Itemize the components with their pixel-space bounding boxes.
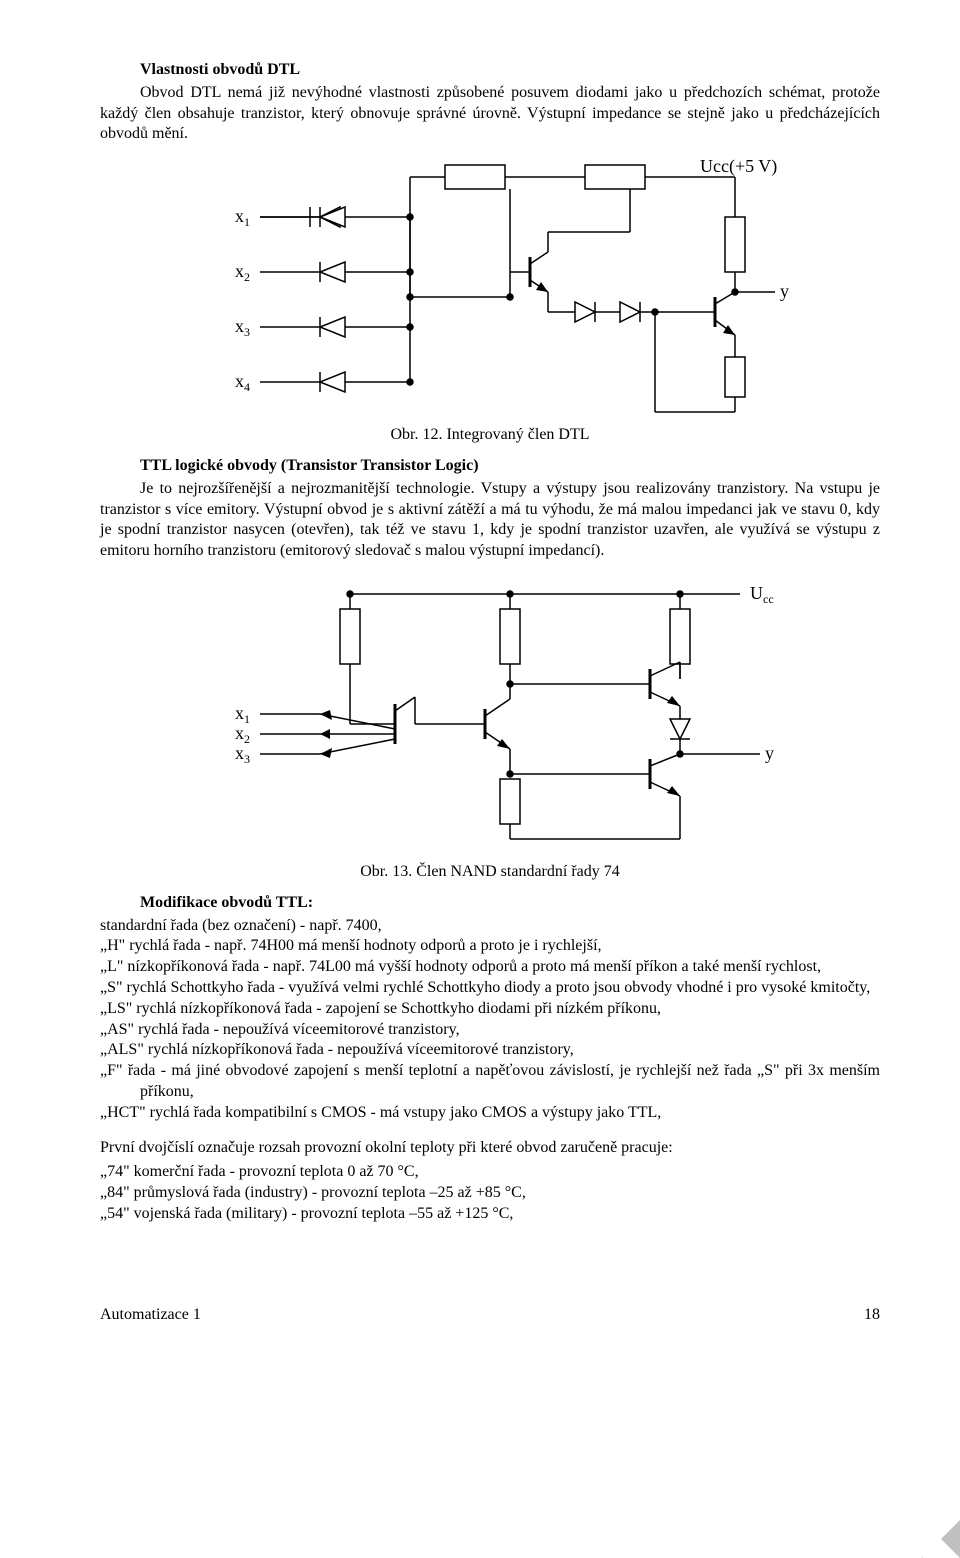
svg-text:y: y [780,281,789,301]
temp-intro: První dvojčíslí označuje rozsah provozní… [100,1138,880,1159]
list-item: „HCT" rychlá řada kompatibilní s CMOS - … [100,1103,880,1124]
list-item: „84" průmyslová řada (industry) - provoz… [100,1183,880,1204]
list-item: „L" nízkopříkonová řada - např. 74L00 má… [100,957,880,978]
svg-text:Ucc: Ucc [750,583,774,606]
figure-ttl-schematic: Ucc x1 x2 x3 y [100,574,880,854]
list-item: „74" komerční řada - provozní teplota 0 … [100,1162,880,1183]
list-item: standardní řada (bez označení) - např. 7… [100,916,880,937]
dtl-paragraph: Obvod DTL nemá již nevýhodné vlastnosti … [100,83,880,145]
ttl-mod-list: standardní řada (bez označení) - např. 7… [100,916,880,1124]
page-footer: Automatizace 1 18 [100,1305,880,1326]
footer-left: Automatizace 1 [100,1305,201,1326]
svg-text:x3: x3 [235,316,250,339]
temp-list: „74" komerční řada - provozní teplota 0 … [100,1162,880,1224]
svg-text:x1: x1 [235,206,250,229]
fig1-ucc-label: Ucc(+5 V) [700,157,777,177]
ttl-heading-text: TTL logické obvody (Transistor Transisto… [140,457,479,474]
svg-text:y: y [765,743,774,763]
list-item: „AS" rychlá řada - nepoužívá víceemitoro… [100,1020,880,1041]
dtl-heading: Vlastnosti obvodů DTL [100,60,880,81]
svg-text:x2: x2 [235,261,250,284]
figure2-caption: Obr. 13. Člen NAND standardní řady 74 [100,862,880,883]
svg-text:x4: x4 [235,371,250,394]
ttl-paragraph: Je to nejrozšířenější a nejrozmanitější … [100,479,880,562]
list-item: „LS" rychlá nízkopříkonová řada - zapoje… [100,999,880,1020]
page-curl-icon [922,1520,960,1558]
figure-dtl-schematic: Ucc(+5 V) x1 x2 x3 x4 y [100,157,880,417]
ttl-heading: TTL logické obvody (Transistor Transisto… [100,456,880,477]
figure1-caption: Obr. 12. Integrovaný člen DTL [100,425,880,446]
list-item: „54" vojenská řada (military) - provozní… [100,1204,880,1225]
list-item: „H" rychlá řada - např. 74H00 má menší h… [100,936,880,957]
list-item: „S" rychlá Schottkyho řada - využívá vel… [100,978,880,999]
list-item: „ALS" rychlá nízkopříkonová řada - nepou… [100,1040,880,1061]
svg-text:x3: x3 [235,743,250,766]
footer-page-number: 18 [864,1305,880,1326]
ttl-mod-heading: Modifikace obvodů TTL: [100,893,880,914]
list-item: „F" řada - má jiné obvodové zapojení s m… [100,1061,880,1103]
